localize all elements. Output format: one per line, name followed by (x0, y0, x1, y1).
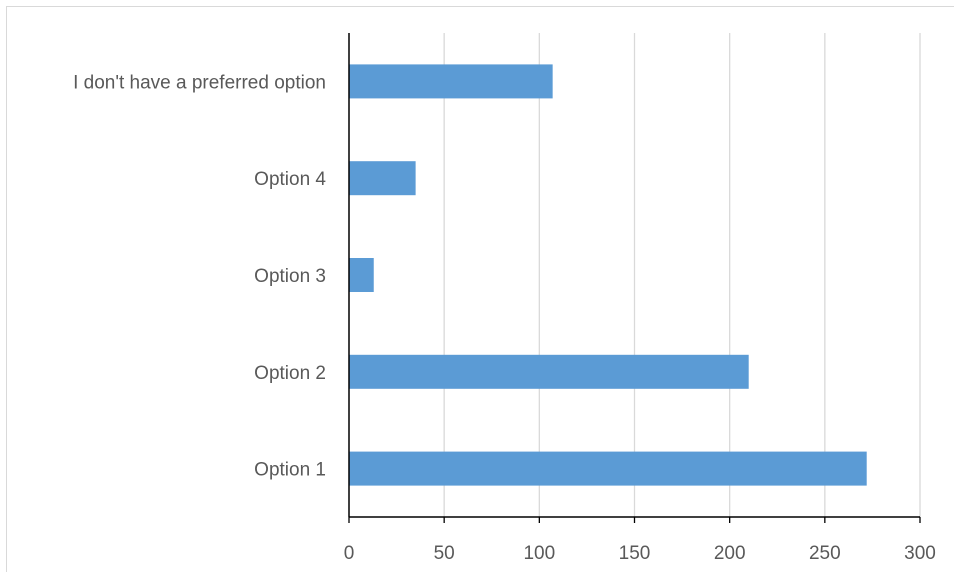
x-tick-label-300: 300 (904, 543, 936, 564)
x-tick-label-150: 150 (619, 543, 651, 564)
tick-labels: 0 50 100 150 200 250 300 Option 1 Option 2 Option… (73, 72, 936, 564)
x-tick-label-250: 250 (809, 543, 841, 564)
axes (348, 33, 921, 523)
category-label-1: Option 1 (254, 460, 326, 481)
bar-3 (349, 258, 374, 292)
bars (349, 64, 867, 486)
x-tick-label-50: 50 (434, 543, 455, 564)
bar-5 (349, 64, 553, 99)
gridlines (443, 33, 921, 517)
bar-2 (349, 354, 749, 389)
bar-4 (349, 161, 416, 196)
category-label-5: I don't have a preferred option (73, 72, 326, 93)
bar-1 (349, 451, 867, 486)
chart-frame (6, 6, 954, 572)
x-tick-label-200: 200 (714, 543, 746, 564)
category-label-3: Option 3 (254, 266, 326, 287)
x-tick-label-100: 100 (523, 543, 555, 564)
x-tick-label-0: 0 (344, 543, 355, 564)
category-label-2: Option 2 (254, 363, 326, 384)
category-label-4: Option 4 (254, 169, 326, 190)
